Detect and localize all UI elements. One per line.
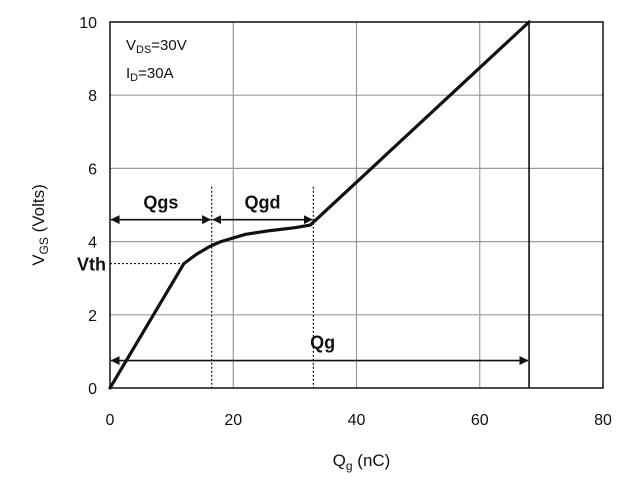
id-condition-label: ID=30A	[126, 65, 174, 84]
y-tick-label: 8	[88, 88, 97, 105]
qg-label: Qg	[310, 333, 335, 353]
x-tick-label: 0	[106, 412, 115, 429]
vds-condition-label: VDS=30V	[126, 37, 187, 56]
y-tick-labels: 0 2 4 6 8 10	[79, 15, 97, 398]
x-tick-label: 20	[224, 412, 242, 429]
x-tick-label: 80	[594, 412, 612, 429]
x-tick-label: 60	[471, 412, 489, 429]
plot-frame	[109, 21, 604, 389]
x-tick-label: 40	[348, 412, 366, 429]
grid-lines	[110, 22, 603, 388]
y-tick-label: 0	[88, 381, 97, 398]
qgd-label: Qgd	[245, 193, 281, 213]
y-tick-label: 4	[88, 235, 97, 252]
x-tick-labels: 0 20 40 60 80	[106, 412, 612, 429]
vth-label: Vth	[77, 255, 106, 275]
y-tick-label: 10	[79, 15, 97, 32]
qgs-label: Qgs	[143, 193, 178, 213]
y-tick-label: 6	[88, 161, 97, 178]
gate-charge-curve	[108, 20, 531, 390]
x-axis-label: Qg (nC)	[333, 451, 391, 473]
y-axis-label: VGS (Volts)	[29, 184, 51, 266]
y-tick-label: 2	[88, 308, 97, 325]
